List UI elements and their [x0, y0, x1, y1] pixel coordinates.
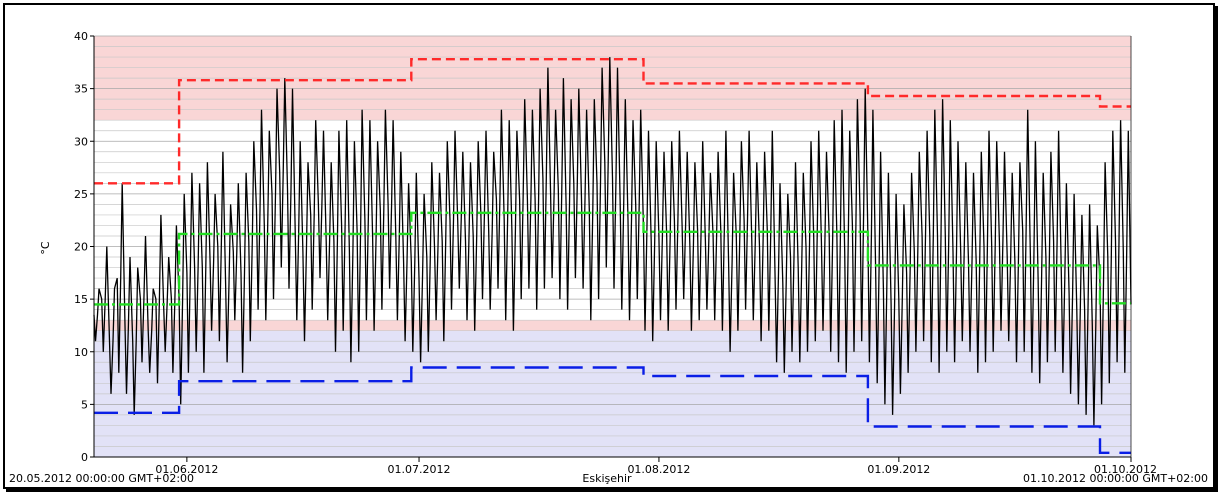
location-label: Eskişehir — [582, 472, 632, 485]
y-axis-label: °C — [39, 241, 52, 255]
y-tick-label: 30 — [74, 135, 88, 148]
step-series-dash-dot — [94, 211, 1131, 306]
x-start-label: 20.05.2012 00:00:00 GMT+02:00 — [9, 472, 194, 485]
y-tick-label: 0 — [81, 451, 88, 464]
x-tick-label: 01.10.2012 — [1094, 463, 1157, 476]
x-end-label: 01.10.2012 00:00:00 GMT+02:00 — [1023, 472, 1208, 485]
y-tick-label: 40 — [74, 30, 88, 43]
y-tick-label: 25 — [74, 188, 88, 201]
step-series-dashed — [94, 58, 1131, 185]
temperature-trace — [93, 57, 1132, 426]
step-series-long-dash — [94, 366, 1131, 454]
temperature-chart: 0 5 10 15 20 25 30 35 40 °C 01.06.2012 01.07.2012 01… — [9, 30, 1208, 485]
y-tick-label: 35 — [74, 83, 88, 96]
x-tick-label: 01.07.2012 — [388, 463, 451, 476]
threshold-band — [94, 320, 1131, 331]
x-tick-label: 01.08.2012 — [627, 463, 690, 476]
y-tick-label: 20 — [74, 241, 88, 254]
y-tick-label: 5 — [81, 398, 88, 411]
y-tick-label: 15 — [74, 293, 88, 306]
y-tick-label: 10 — [74, 346, 88, 359]
x-tick-label: 01.09.2012 — [867, 463, 930, 476]
x-tick-label: 01.06.2012 — [155, 463, 218, 476]
chart-frame: 0 5 10 15 20 25 30 35 40 °C 01.06.2012 01.07.2012 01… — [3, 3, 1215, 489]
